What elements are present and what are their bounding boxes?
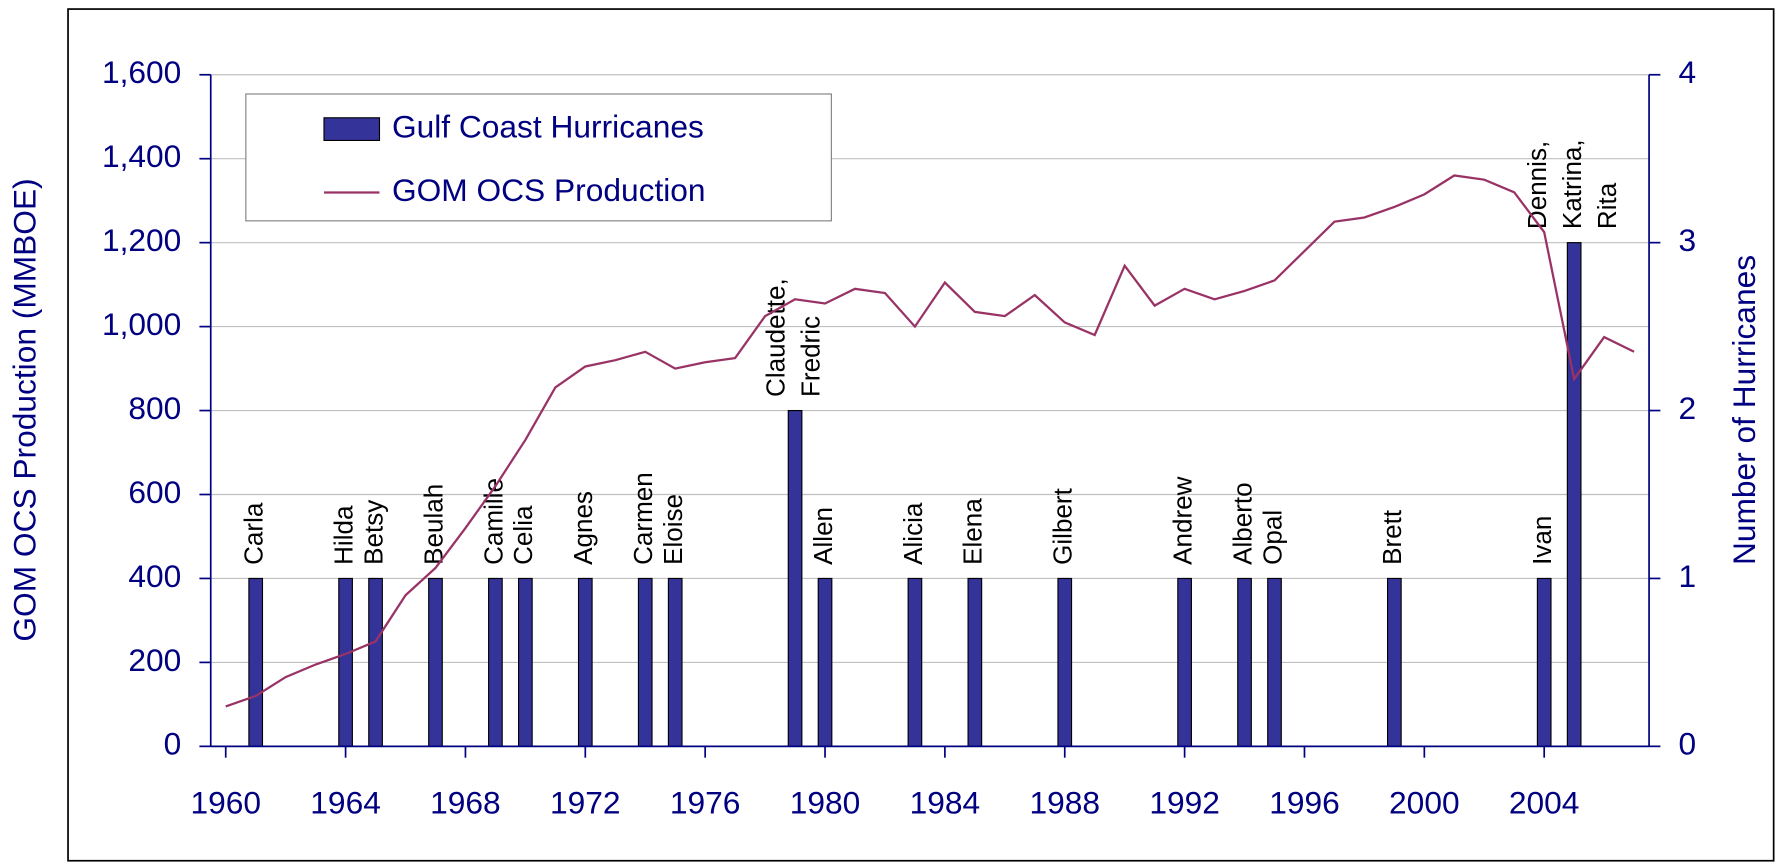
bar-label: Carla (239, 502, 269, 565)
bar-label: Claudette, (760, 278, 790, 397)
bar-label: Elena (958, 498, 988, 565)
bar-label: Dennis, (1522, 141, 1552, 229)
bar-label: Katrina, (1557, 139, 1587, 229)
legend-label: GOM OCS Production (392, 172, 706, 208)
bar-label: Ivan (1527, 516, 1557, 565)
bar (787, 409, 803, 747)
bar (1177, 577, 1192, 747)
y-tick-label: 1,200 (102, 222, 181, 258)
y-tick-label: 1,000 (102, 306, 181, 342)
bar-label: Hilda (328, 505, 358, 565)
bar (1566, 242, 1582, 747)
legend-swatch (323, 117, 381, 142)
x-tick-label: 1976 (670, 785, 741, 821)
y2-tick-label: 4 (1679, 54, 1697, 90)
y-tick-label: 600 (128, 474, 181, 510)
bar (518, 577, 533, 747)
x-tick-label: 1960 (190, 785, 261, 821)
legend-box (245, 93, 832, 222)
bar-label: Alicia (898, 502, 928, 565)
bar-label: Eloise (658, 494, 688, 565)
y2-tick-label: 0 (1679, 726, 1697, 762)
bar (428, 577, 443, 747)
bar-label: Alberto (1227, 482, 1257, 564)
bar-label: Agnes (568, 491, 598, 565)
bar-label: Brett (1377, 509, 1407, 565)
y-tick-label: 1,600 (102, 54, 181, 90)
bar (338, 577, 353, 747)
y2-tick-label: 2 (1679, 390, 1697, 426)
bar (1536, 577, 1552, 747)
y2-tick-label: 3 (1679, 222, 1697, 258)
bar-label: Camille (478, 478, 508, 565)
x-tick-label: 2000 (1389, 785, 1460, 821)
y-tick-label: 200 (128, 642, 181, 678)
bar (488, 577, 503, 747)
x-tick-label: 1992 (1149, 785, 1220, 821)
y-tick-label: 1,400 (102, 138, 181, 174)
y-tick-label: 800 (128, 390, 181, 426)
bar-label: Opal (1257, 510, 1287, 565)
bar-label: Gilbert (1048, 487, 1078, 564)
x-tick-label: 1988 (1029, 785, 1100, 821)
bar-label: Carmen (628, 472, 658, 565)
bar (667, 577, 683, 747)
bar-label: Celia (508, 505, 538, 565)
y-axis-title: GOM OCS Production (MMBOE) (7, 178, 43, 641)
legend-label: Gulf Coast Hurricanes (392, 108, 704, 144)
bar-label: Andrew (1167, 476, 1197, 564)
bar (1237, 577, 1252, 747)
bar-label: Allen (808, 507, 838, 565)
x-tick-label: 1972 (550, 785, 621, 821)
bar-label: Rita (1592, 182, 1622, 229)
x-tick-label: 1980 (790, 785, 861, 821)
bar (577, 577, 593, 747)
y2-axis-title: Number of Hurricanes (1726, 255, 1762, 565)
bar (1267, 577, 1282, 747)
bar-label: Fredric (795, 316, 825, 397)
line (225, 174, 1635, 708)
x-tick-label: 1996 (1269, 785, 1340, 821)
bar (967, 577, 983, 747)
y-tick-label: 400 (128, 558, 181, 594)
bar (1057, 577, 1073, 747)
x-tick-label: 1968 (430, 785, 501, 821)
x-tick-label: 2004 (1509, 785, 1580, 821)
bar (248, 577, 264, 747)
x-tick-label: 1984 (910, 785, 981, 821)
y2-tick-label: 1 (1679, 558, 1697, 594)
x-tick-label: 1964 (310, 785, 381, 821)
bar (368, 577, 383, 747)
bar (907, 577, 923, 747)
bar-label: Betsy (358, 500, 388, 565)
bar (1387, 577, 1402, 747)
y-tick-label: 0 (164, 726, 182, 762)
bar (637, 577, 653, 747)
bar-label: Beulah (418, 484, 448, 565)
bar (817, 577, 833, 747)
